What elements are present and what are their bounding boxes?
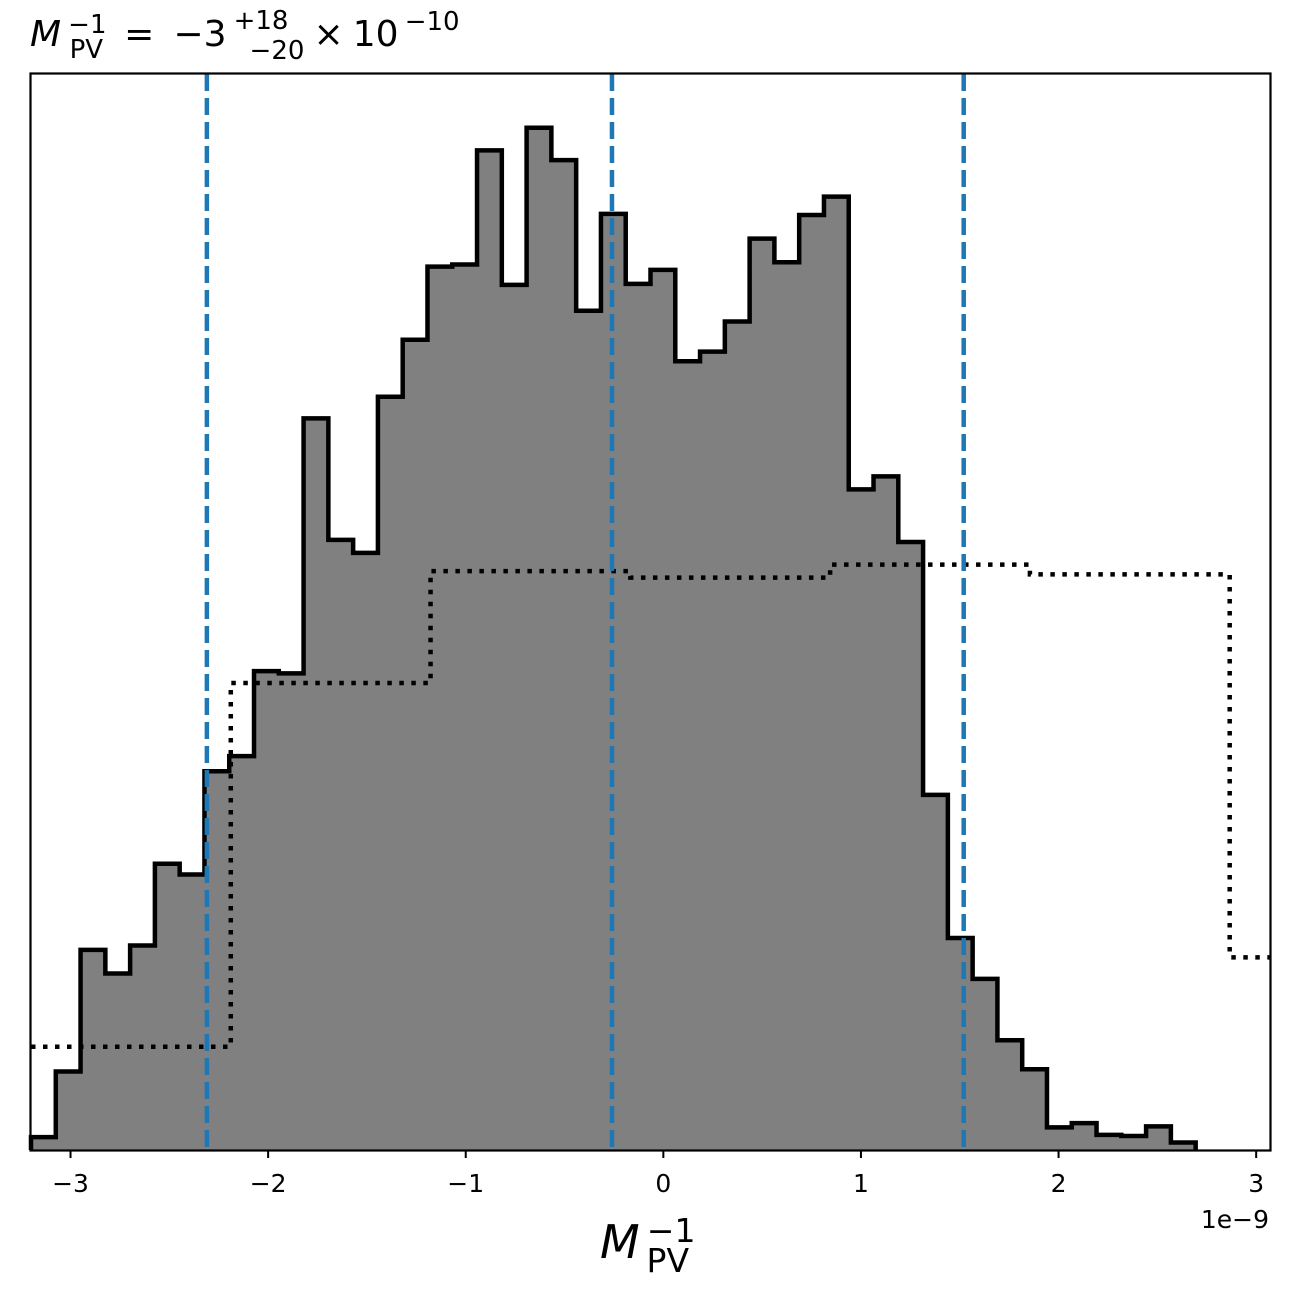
posterior-bar (452, 264, 478, 1150)
title-median: −3 (173, 14, 226, 55)
posterior-bar (873, 476, 899, 1150)
title-equals: = (124, 14, 154, 55)
posterior-bar (501, 284, 528, 1150)
posterior-bar (650, 269, 676, 1150)
posterior-bar (154, 863, 181, 1150)
posterior-bar (31, 1137, 57, 1150)
posterior-bar (700, 351, 726, 1150)
posterior-bar (80, 949, 106, 1150)
posterior-bar (625, 283, 652, 1150)
title-upper-error: +18 (234, 6, 289, 36)
posterior-outline (28, 125, 1198, 1150)
posterior-bar (526, 127, 552, 1151)
plot-area (28, 74, 1270, 1151)
xlabel-symbol: M (600, 1215, 640, 1269)
title-lower-error: −20 (250, 36, 305, 66)
x-tick-label: −3 (52, 1169, 89, 1198)
title-symbol: M (30, 14, 61, 55)
title-symbol-sub: PV (70, 35, 104, 65)
x-tick-label: 2 (1051, 1169, 1067, 1198)
posterior-bar (278, 673, 305, 1150)
posterior-bar (848, 489, 875, 1150)
x-tick-label: −2 (250, 1169, 287, 1198)
posterior-bar (1146, 1126, 1172, 1150)
posterior-bar (1022, 1069, 1048, 1150)
posterior-bar (972, 978, 999, 1150)
x-axis-label: M −1 PV (600, 1211, 701, 1280)
posterior-bar (1071, 1123, 1098, 1150)
title-times: × (314, 14, 344, 55)
x-offset-label: 1e−9 (1201, 1205, 1269, 1234)
posterior-bar (947, 938, 974, 1150)
x-tick-label: 3 (1248, 1169, 1264, 1198)
posterior-bar (427, 266, 453, 1150)
posterior-bar (1121, 1136, 1147, 1150)
posterior-bar (328, 539, 354, 1150)
chart-title: M −1 PV = −3 +18 −20 × 10 −10 (30, 6, 460, 66)
posterior-bar (402, 339, 429, 1151)
posterior-bar (105, 973, 131, 1150)
posterior-bar (1170, 1142, 1197, 1150)
posterior-bar (823, 196, 850, 1150)
posterior-bar (377, 396, 404, 1150)
posterior-bar (898, 542, 924, 1150)
axes-frame (29, 72, 1272, 1152)
posterior-bar (551, 160, 577, 1150)
posterior-bar (997, 1040, 1023, 1150)
x-tick-label: 1 (853, 1169, 869, 1198)
posterior-bar (774, 262, 800, 1150)
posterior-bar (576, 310, 602, 1151)
prior-outline (31, 562, 1270, 1049)
posterior-bar (353, 552, 379, 1150)
x-tick-label: 0 (655, 1169, 671, 1198)
posterior-bar (179, 874, 206, 1150)
posterior-bar (477, 150, 503, 1150)
title-base: 10 (353, 14, 399, 55)
x-axis: −3 −2 −1 0 1 2 3 (52, 1150, 1264, 1198)
posterior-bar (749, 238, 775, 1151)
posterior-bar (55, 1071, 82, 1150)
posterior-bar (675, 361, 701, 1150)
title-symbol-sup: −1 (68, 10, 106, 40)
posterior-bar (724, 321, 751, 1151)
title-exponent: −10 (405, 7, 460, 37)
x-tick-label: −1 (447, 1169, 484, 1198)
posterior-bar (799, 214, 825, 1150)
posterior-bar (303, 418, 329, 1150)
xlabel-sub: PV (647, 1241, 690, 1280)
posterior-bar (1096, 1134, 1122, 1150)
posterior-bar (254, 671, 280, 1150)
xlabel-sup: −1 (647, 1211, 696, 1250)
posterior-bar (923, 794, 949, 1150)
posterior-bar (229, 756, 255, 1150)
posterior-bar (1046, 1127, 1073, 1150)
